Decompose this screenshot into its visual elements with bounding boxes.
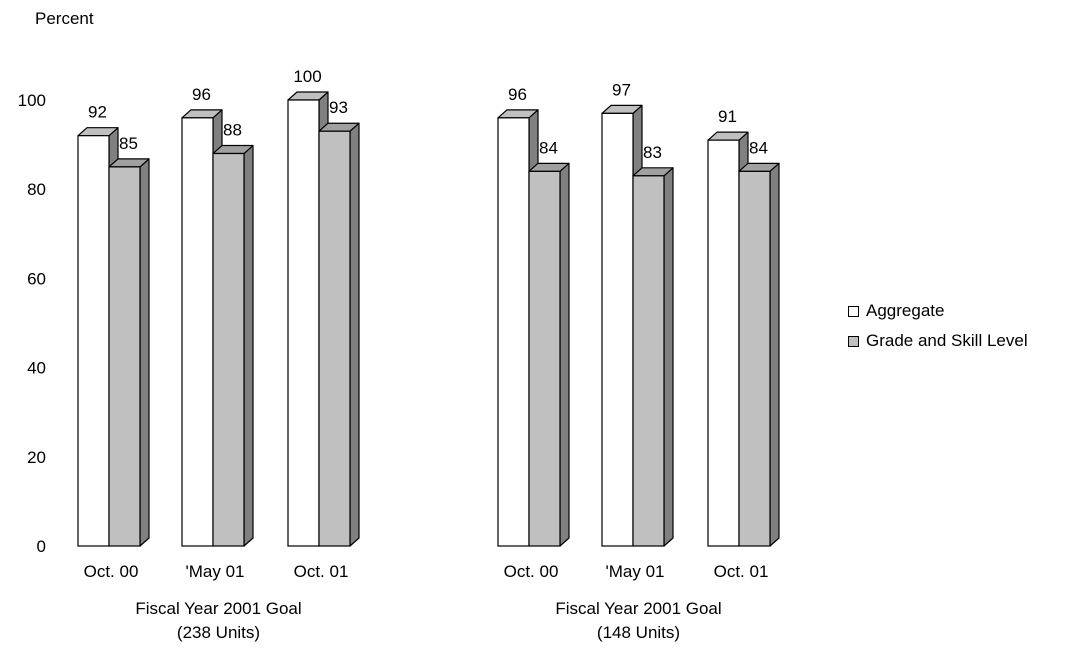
x-tick-label: Oct. 01 [294, 562, 349, 581]
y-tick-label: 60 [27, 269, 46, 288]
data-label-aggregate: 96 [192, 85, 211, 104]
legend-item-grade-skill: Grade and Skill Level [848, 330, 1028, 352]
bar-front-face [181, 117, 214, 547]
bar-front-face [738, 170, 771, 547]
bar-front-face [497, 117, 530, 547]
bar-grade-skill [528, 162, 570, 547]
data-label-grade-skill: 93 [329, 98, 348, 117]
legend-swatch-grade-skill [848, 335, 859, 347]
bar-front-face [528, 170, 561, 547]
y-tick-label: 20 [27, 448, 46, 467]
bar-side-face [769, 162, 780, 547]
legend-label-aggregate: Aggregate [866, 301, 945, 320]
legend-item-aggregate: Aggregate [848, 300, 1028, 322]
bar-front-face [632, 175, 665, 547]
bar-front-face [77, 135, 110, 547]
y-axis-label: Percent [35, 9, 94, 28]
y-axis-ticks: 0 20 40 60 80 100 [18, 91, 46, 556]
y-tick-label: 0 [37, 537, 46, 556]
legend-swatch-aggregate [848, 305, 859, 317]
x-tick-label: Oct. 00 [84, 562, 139, 581]
bar-front-face [108, 166, 141, 547]
group-subtitle: (148 Units) [597, 623, 680, 642]
bar-grade-skill [318, 122, 360, 547]
y-tick-label: 100 [18, 91, 46, 110]
group-subtitle: (238 Units) [177, 623, 260, 642]
legend: Aggregate Grade and Skill Level [848, 300, 1028, 360]
bar-grade-skill [738, 162, 780, 547]
data-label-grade-skill: 85 [119, 134, 138, 153]
data-label-grade-skill: 84 [539, 138, 558, 157]
group-title: Fiscal Year 2001 Goal [555, 599, 721, 618]
y-tick-label: 80 [27, 180, 46, 199]
x-tick-label: 'May 01 [606, 562, 665, 581]
bar-front-face [212, 152, 245, 547]
x-tick-label: 'May 01 [186, 562, 245, 581]
bar-grade-skill [632, 167, 674, 547]
bars-layer [77, 91, 780, 547]
x-tick-label: Oct. 01 [714, 562, 769, 581]
bar-side-face [243, 144, 254, 547]
data-label-aggregate: 100 [293, 67, 321, 86]
bar-side-face [349, 122, 360, 547]
data-label-grade-skill: 88 [223, 121, 242, 140]
bar-side-face [139, 158, 150, 547]
data-label-aggregate: 92 [88, 103, 107, 122]
labels-layer: 92 85 Oct. 00 96 88 'May 01 100 93 Oct. 01 Fiscal… [84, 67, 769, 642]
y-tick-label: 40 [27, 359, 46, 378]
bar-front-face [707, 139, 740, 547]
bar-side-face [663, 167, 674, 547]
data-label-grade-skill: 84 [749, 138, 768, 157]
bar-side-face [559, 162, 570, 547]
group-title: Fiscal Year 2001 Goal [135, 599, 301, 618]
legend-label-grade-skill: Grade and Skill Level [866, 331, 1028, 350]
bar-front-face [601, 112, 634, 547]
bar-front-face [287, 99, 320, 547]
data-label-aggregate: 96 [508, 85, 527, 104]
bar-grade-skill [108, 158, 150, 547]
bar-front-face [318, 130, 351, 547]
bar-grade-skill [212, 144, 254, 547]
x-tick-label: Oct. 00 [504, 562, 559, 581]
data-label-aggregate: 91 [718, 107, 737, 126]
data-label-aggregate: 97 [612, 80, 631, 99]
data-label-grade-skill: 83 [643, 143, 662, 162]
